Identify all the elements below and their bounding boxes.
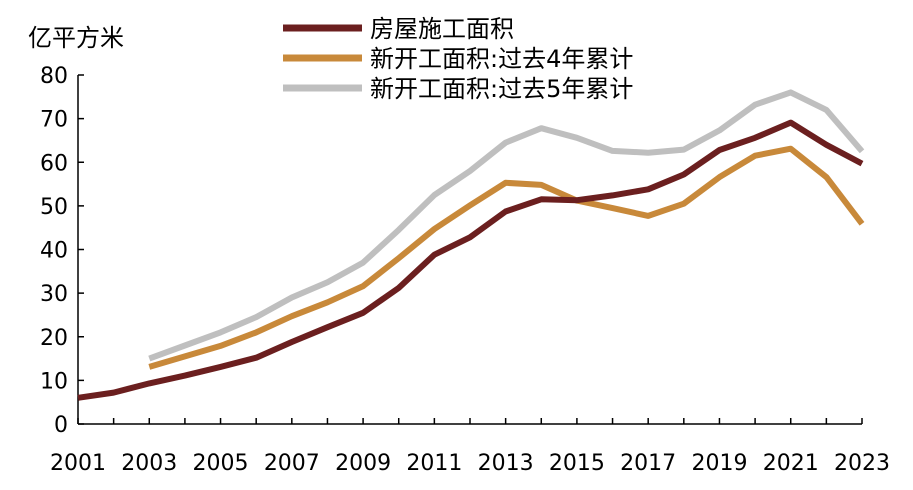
y-tick-label: 40: [40, 239, 68, 264]
y-tick-label: 80: [40, 64, 68, 89]
y-tick-label: 0: [54, 413, 68, 438]
y-tick-label: 60: [40, 151, 68, 176]
series-line-2: [148, 89, 865, 362]
x-tick-label: 2009: [335, 451, 391, 476]
x-tick-label: 2013: [478, 451, 534, 476]
legend-label-1: 新开工面积:过去4年累计: [370, 45, 633, 73]
y-tick-label: 70: [40, 108, 68, 133]
series-line-0: [77, 119, 864, 401]
x-tick-label: 2011: [406, 451, 462, 476]
x-tick-label: 2005: [193, 451, 249, 476]
y-tick-label: 20: [40, 326, 68, 351]
x-tick-label: 2015: [549, 451, 605, 476]
y-tick-label: 30: [40, 282, 68, 307]
x-tick-label: 2023: [834, 451, 890, 476]
x-tick-label: 2007: [264, 451, 320, 476]
legend-label-2: 新开工面积:过去5年累计: [370, 75, 633, 103]
legend-label-0: 房屋施工面积: [370, 15, 514, 43]
x-tick-label: 2017: [620, 451, 676, 476]
x-axis: 2001 2003 2005 2007 2009 2011 2013 2015 2017 2019…: [50, 418, 890, 476]
y-tick-label: 10: [40, 369, 68, 394]
x-tick-label: 2019: [691, 451, 747, 476]
y-axis: 0 10 20 30 40 50 60 70 80: [40, 64, 84, 438]
series-layer: [77, 89, 865, 401]
x-tick-label: 2001: [50, 451, 106, 476]
series-line-1: [148, 145, 865, 370]
x-tick-label: 2003: [121, 451, 177, 476]
x-tick-label: 2021: [763, 451, 819, 476]
y-axis-unit-label: 亿平方米: [28, 24, 124, 52]
y-tick-label: 50: [40, 195, 68, 220]
